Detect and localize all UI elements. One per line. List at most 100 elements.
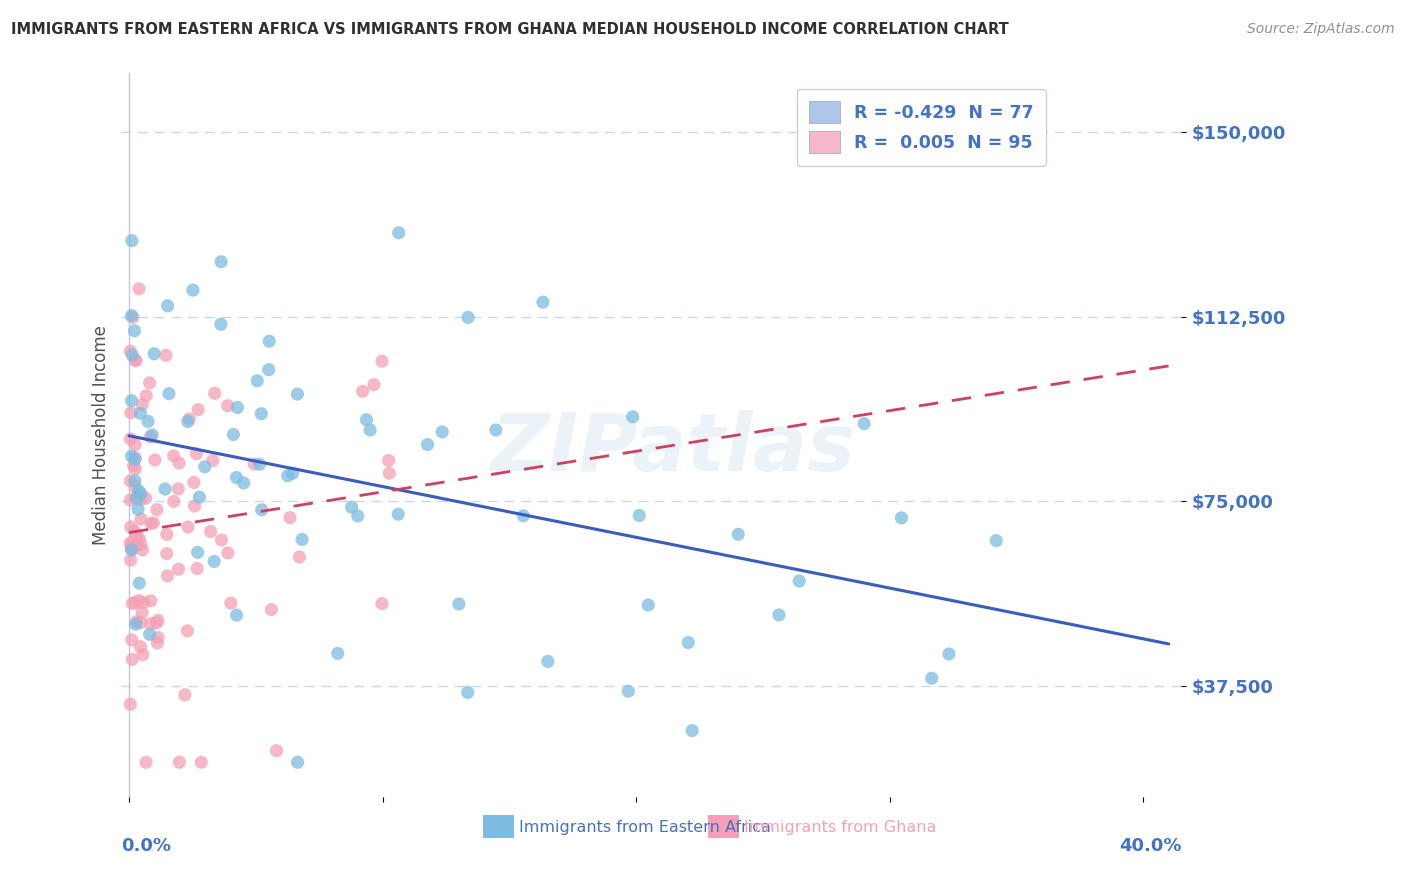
Point: [141, 428, 163, 442]
Point: [153, 482, 176, 496]
Point: [187, 402, 209, 417]
Point: [277, 468, 299, 483]
Point: [167, 482, 190, 496]
Point: [188, 490, 211, 504]
Point: [352, 384, 374, 399]
Point: [225, 470, 247, 484]
Point: [129, 406, 152, 420]
Point: [278, 510, 301, 524]
Point: [129, 640, 152, 654]
Point: [157, 386, 180, 401]
Point: [122, 458, 145, 473]
Point: [138, 627, 160, 641]
Point: [346, 508, 368, 523]
Point: [121, 310, 143, 325]
Point: [217, 546, 239, 560]
Point: [177, 415, 200, 429]
Point: [727, 527, 749, 541]
Point: [121, 348, 143, 362]
Point: [121, 234, 143, 248]
Point: [145, 615, 167, 630]
Point: [485, 423, 508, 437]
Point: [120, 520, 142, 534]
Point: [209, 318, 232, 332]
Point: [617, 684, 640, 698]
Point: [124, 353, 146, 368]
Point: [921, 671, 943, 685]
Point: [120, 432, 142, 446]
Point: [768, 607, 790, 622]
Point: [124, 452, 146, 467]
Point: [204, 386, 226, 401]
Point: [124, 438, 146, 452]
Point: [129, 487, 152, 501]
Point: [388, 226, 411, 240]
Point: [287, 387, 309, 401]
Point: [637, 598, 659, 612]
Point: [135, 491, 157, 506]
Point: [179, 412, 201, 426]
Point: [120, 553, 142, 567]
Point: [125, 617, 148, 632]
Point: [139, 616, 162, 631]
Point: [169, 756, 191, 770]
Point: [138, 376, 160, 390]
Point: [124, 324, 146, 338]
Text: 40.0%: 40.0%: [1119, 837, 1181, 855]
Point: [512, 508, 534, 523]
Point: [186, 447, 208, 461]
Point: [288, 550, 311, 565]
Point: [125, 490, 148, 504]
Point: [125, 353, 148, 368]
Point: [163, 449, 186, 463]
Point: [135, 389, 157, 403]
Point: [250, 503, 273, 517]
Text: Source: ZipAtlas.com: Source: ZipAtlas.com: [1247, 22, 1395, 37]
Text: IMMIGRANTS FROM EASTERN AFRICA VS IMMIGRANTS FROM GHANA MEDIAN HOUSEHOLD INCOME : IMMIGRANTS FROM EASTERN AFRICA VS IMMIGR…: [11, 22, 1010, 37]
Point: [621, 409, 644, 424]
Point: [260, 602, 283, 616]
Text: 0.0%: 0.0%: [121, 837, 172, 855]
Point: [128, 593, 150, 607]
Point: [128, 532, 150, 546]
Point: [121, 543, 143, 558]
Point: [132, 596, 155, 610]
Point: [340, 500, 363, 515]
Point: [250, 407, 273, 421]
Point: [378, 467, 401, 481]
Point: [124, 450, 146, 465]
Point: [416, 437, 439, 451]
Point: [120, 474, 142, 488]
Point: [129, 512, 152, 526]
Point: [183, 475, 205, 490]
Point: [187, 545, 209, 559]
Point: [531, 295, 554, 310]
Point: [246, 374, 269, 388]
Point: [326, 647, 349, 661]
Point: [146, 613, 169, 627]
Point: [127, 537, 149, 551]
Point: [177, 520, 200, 534]
Point: [120, 535, 142, 549]
Point: [163, 494, 186, 508]
Point: [143, 347, 166, 361]
Point: [124, 462, 146, 476]
Point: [176, 624, 198, 638]
Point: [121, 541, 143, 556]
Point: [146, 631, 169, 645]
Point: [194, 459, 217, 474]
Point: [156, 547, 179, 561]
Point: [181, 283, 204, 297]
Point: [121, 652, 143, 666]
Point: [121, 597, 143, 611]
Point: [202, 554, 225, 568]
Point: [211, 533, 233, 547]
Point: [628, 508, 651, 523]
Point: [132, 648, 155, 662]
Point: [156, 569, 179, 583]
Point: [356, 413, 378, 427]
Point: [139, 516, 162, 531]
Point: [128, 576, 150, 591]
Point: [217, 399, 239, 413]
Point: [249, 457, 271, 471]
